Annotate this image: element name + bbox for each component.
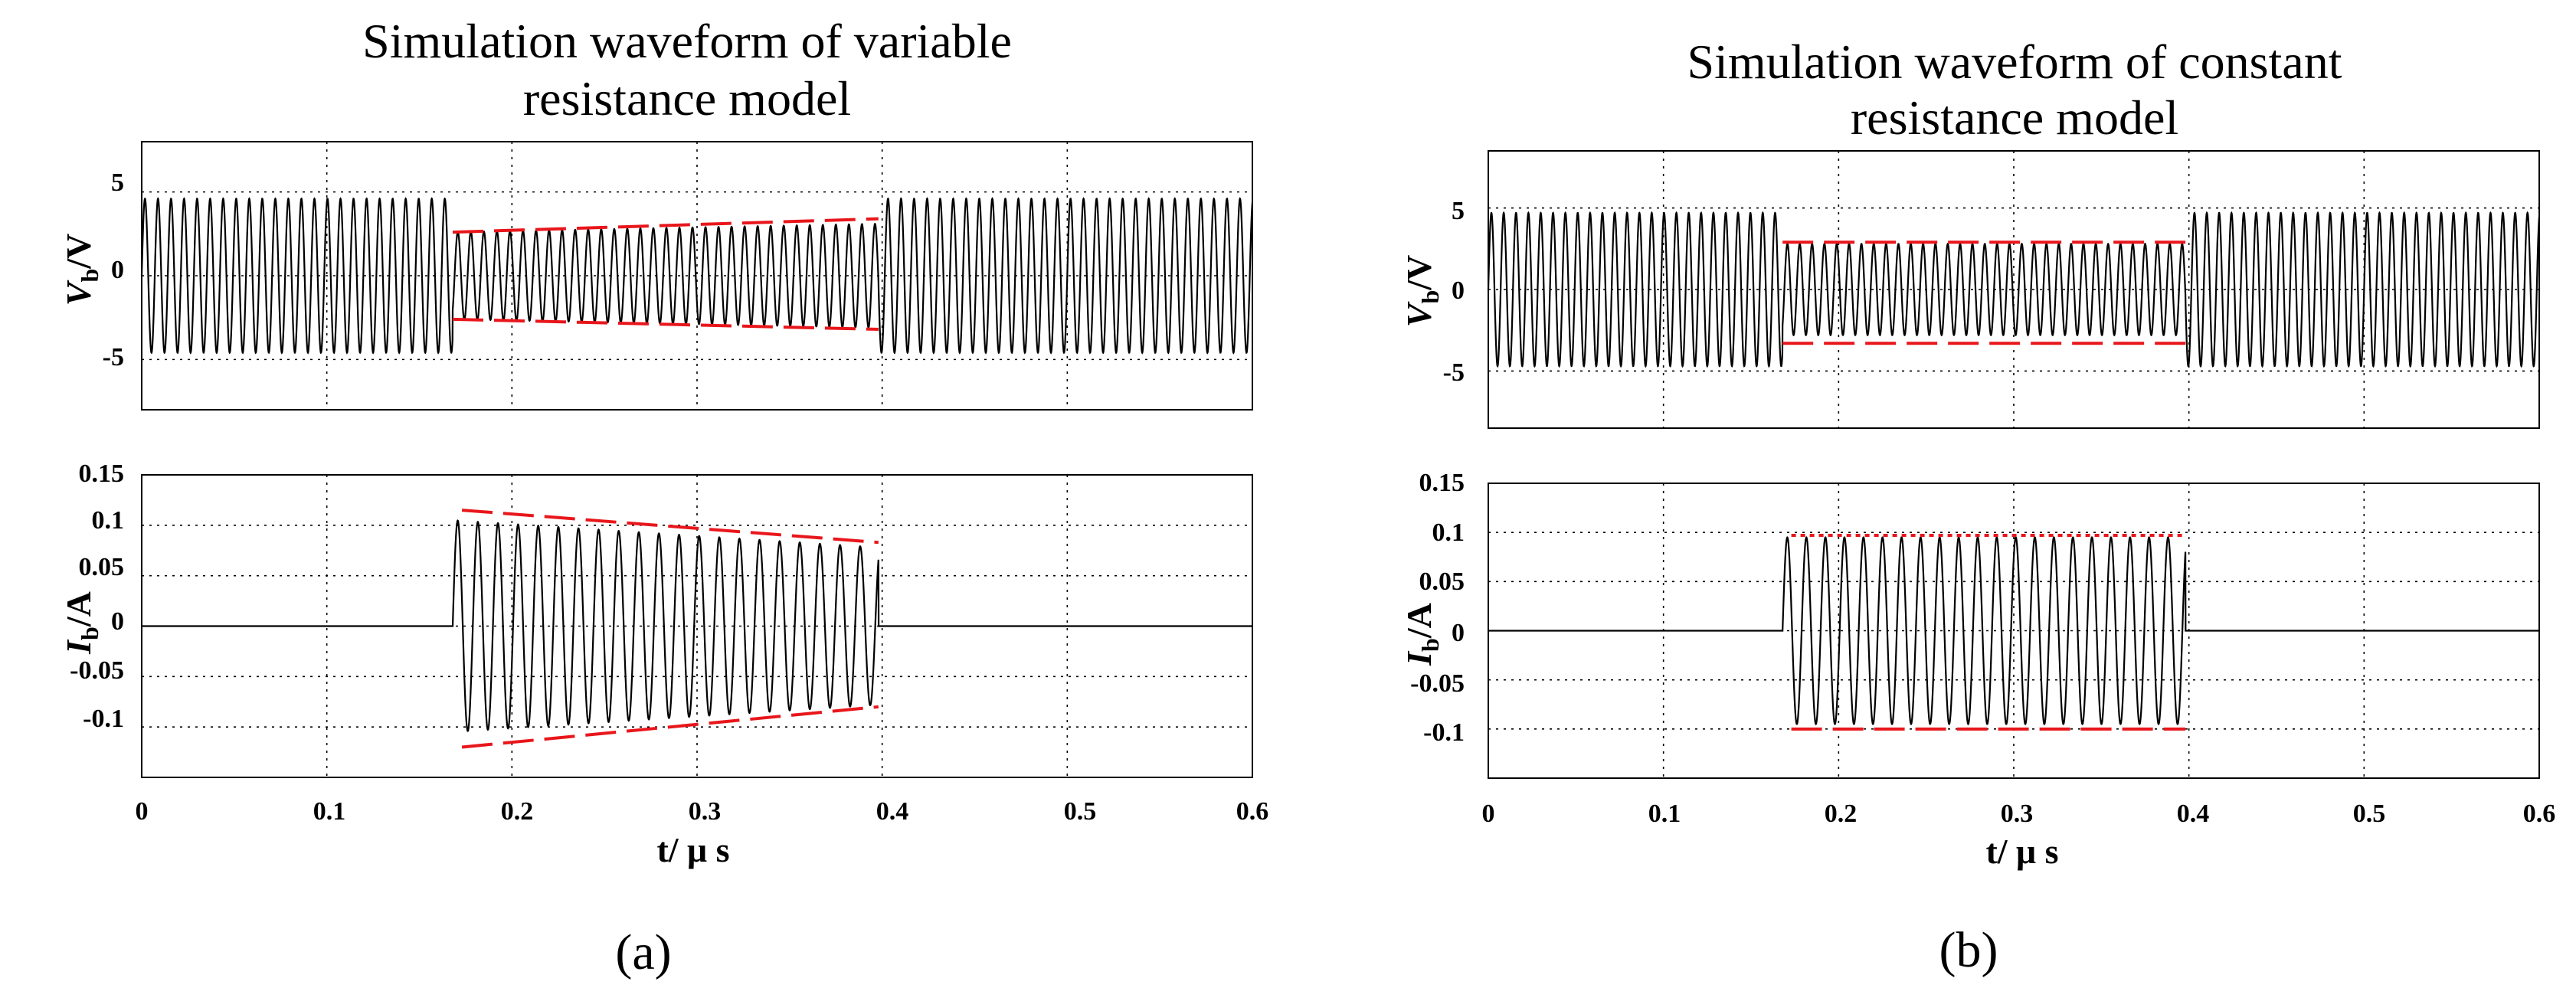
b-top-ytick-5: 5 [1452, 197, 1465, 225]
figure-a-title-line1: Simulation waveform of variable [362, 14, 1012, 68]
a-top-ylabel-unit: /V [59, 234, 98, 270]
b-top-ytick-0: 0 [1452, 276, 1465, 305]
figure-b-title-line2: resistance model [1851, 90, 2178, 145]
figure-b-voltage-plot [1487, 150, 2541, 429]
a-bot-ytick-neg0.1: -0.1 [83, 705, 124, 733]
b-bot-ytick-neg0.1: -0.1 [1423, 718, 1465, 747]
panel-label-b: (b) [1939, 922, 1998, 978]
b-top-ytick-neg5: -5 [1443, 358, 1465, 387]
figure-b-voltage-plot-signal-line [1487, 211, 2541, 368]
b-xtick-0.3: 0.3 [2001, 800, 2034, 828]
a-top-ylabel-main: V [59, 280, 98, 306]
figure-a-voltage-plot [140, 141, 1254, 411]
b-bot-ytick-0.05: 0.05 [1419, 568, 1465, 596]
b-top-ylabel-main: V [1399, 301, 1439, 327]
figure-a-voltage-plot-envelope-upper [452, 217, 879, 234]
figure-a-current-plot-envelope-lower [461, 705, 879, 749]
a-bot-ylabel-unit: /A [59, 591, 98, 627]
b-bot-ylabel-sub: b [1416, 638, 1444, 652]
b-bot-ytick-neg0.05: -0.05 [1410, 669, 1465, 698]
figure-a-title-line2: resistance model [523, 71, 851, 126]
figure-b-current-plot [1488, 483, 2540, 779]
b-bot-ylabel-unit: /A [1399, 603, 1439, 639]
a-xtick-0.5: 0.5 [1064, 797, 1097, 826]
a-bot-ytick-0.05: 0.05 [79, 553, 125, 581]
b-xlabel: t/ μ s [1985, 832, 2058, 871]
b-top-ylabel: Vb/V [1399, 255, 1444, 327]
figure-a-current-plot-envelope-upper [461, 509, 879, 545]
a-xtick-0.3: 0.3 [689, 797, 722, 826]
figure-a-voltage-plot-envelope-lower [452, 317, 879, 331]
b-xtick-0: 0 [1482, 800, 1495, 828]
b-xtick-0.6: 0.6 [2523, 800, 2556, 828]
a-xtick-0.4: 0.4 [876, 797, 909, 826]
b-bot-ytick-0.15: 0.15 [1419, 469, 1465, 497]
a-top-ytick-5: 5 [111, 168, 124, 197]
a-xtick-0.2: 0.2 [501, 797, 534, 826]
a-bot-ytick-0.1: 0.1 [92, 506, 125, 535]
a-bot-ylabel: Ib/A [59, 591, 103, 655]
figure-b-current-plot-signal-line [1488, 536, 2539, 725]
a-xtick-0.1: 0.1 [313, 797, 346, 826]
figure-a-voltage-plot-signal-line [140, 197, 1254, 355]
figure-a-current-plot-signal-line [142, 519, 1252, 732]
figure-a-current-plot-frame [141, 474, 1253, 778]
figure-b-title-line1: Simulation waveform of constant [1687, 34, 2342, 89]
b-xtick-0.2: 0.2 [1825, 800, 1858, 828]
a-xtick-0: 0 [136, 797, 149, 826]
b-top-ylabel-unit: /V [1399, 255, 1439, 291]
a-top-ylabel-sub: b [76, 269, 103, 283]
b-bot-ylabel-main: I [1399, 650, 1439, 666]
b-top-ylabel-sub: b [1416, 290, 1444, 304]
a-xtick-0.6: 0.6 [1236, 797, 1269, 826]
figure-a-current-plot [141, 474, 1253, 778]
a-bot-ytick-0: 0 [111, 607, 124, 636]
a-bot-ytick-0.15: 0.15 [79, 460, 125, 488]
panel-label-a: (a) [615, 924, 671, 980]
figure-a-voltage-plot-frame [141, 141, 1253, 411]
a-top-ylabel: Vb/V [59, 234, 103, 306]
b-xtick-0.4: 0.4 [2177, 800, 2210, 828]
figure-b-current-plot-frame [1488, 483, 2540, 779]
a-xlabel: t/ μ s [656, 830, 729, 869]
figure-a: Simulation waveform of variable resistan… [59, 14, 1268, 980]
a-bot-ytick-neg0.05: -0.05 [70, 656, 124, 685]
a-bot-ylabel-main: I [59, 639, 98, 655]
b-bot-ytick-0.1: 0.1 [1432, 519, 1465, 547]
b-bot-ylabel: Ib/A [1399, 603, 1444, 666]
a-top-ytick-0: 0 [111, 256, 124, 284]
b-xtick-0.1: 0.1 [1648, 800, 1681, 828]
b-bot-ytick-0: 0 [1452, 619, 1465, 647]
figure-b: Simulation waveform of constant resistan… [1399, 34, 2555, 978]
a-bot-ylabel-sub: b [76, 626, 103, 640]
b-xtick-0.5: 0.5 [2353, 800, 2386, 828]
a-top-ytick-neg5: -5 [103, 343, 124, 371]
figure-b-voltage-plot-frame [1488, 150, 2540, 429]
